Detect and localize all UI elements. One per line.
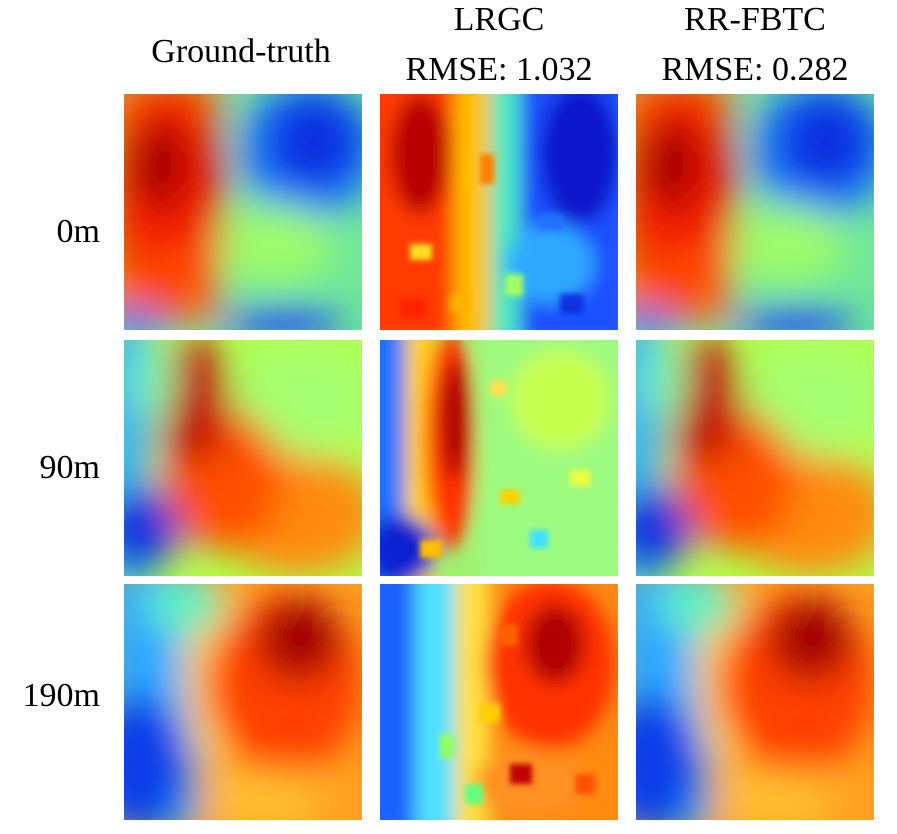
- map-lrgc-0m: [380, 94, 618, 330]
- column-title: Ground-truth: [151, 33, 331, 70]
- row-label-0m: 0m: [56, 213, 100, 250]
- map-rr-fbtc-190m: [636, 584, 874, 820]
- row-label-190m: 190m: [22, 677, 100, 714]
- column-rmse: RMSE: 1.032: [405, 51, 593, 88]
- map-rr-fbtc-0m: [636, 94, 874, 330]
- row-label-90m: 90m: [39, 449, 100, 486]
- map-lrgc-90m: [380, 340, 618, 576]
- map-rr-fbtc-90m: [636, 340, 874, 576]
- column-header-lrgc: LRGC RMSE: 1.032: [380, 0, 618, 90]
- map-ground-truth-90m: [124, 340, 362, 576]
- map-lrgc-190m: [380, 584, 618, 820]
- column-title: LRGC: [453, 1, 545, 38]
- column-title: RR-FBTC: [684, 1, 826, 38]
- column-header-ground-truth: Ground-truth: [122, 32, 360, 72]
- map-ground-truth-190m: [124, 584, 362, 820]
- map-ground-truth-0m: [124, 94, 362, 330]
- column-rmse: RMSE: 0.282: [661, 51, 849, 88]
- column-header-rr-fbtc: RR-FBTC RMSE: 0.282: [636, 0, 874, 90]
